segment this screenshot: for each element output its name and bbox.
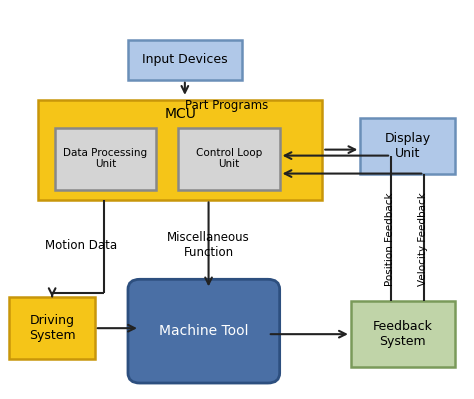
Text: Velocity Feedback: Velocity Feedback (418, 192, 428, 286)
Text: Feedback
System: Feedback System (373, 320, 433, 348)
FancyBboxPatch shape (178, 128, 280, 190)
Text: Control Loop
Unit: Control Loop Unit (196, 148, 262, 170)
Text: MCU: MCU (164, 107, 196, 121)
FancyBboxPatch shape (128, 279, 280, 383)
Text: Display
Unit: Display Unit (384, 132, 431, 160)
FancyBboxPatch shape (55, 128, 156, 190)
Text: Data Processing
Unit: Data Processing Unit (64, 148, 147, 170)
FancyBboxPatch shape (128, 40, 242, 80)
Text: Input Devices: Input Devices (142, 53, 228, 66)
Text: Part Programs: Part Programs (185, 99, 268, 112)
FancyBboxPatch shape (360, 118, 455, 174)
FancyBboxPatch shape (9, 297, 95, 359)
Text: Position Feedback: Position Feedback (384, 193, 395, 286)
FancyBboxPatch shape (351, 301, 455, 367)
FancyBboxPatch shape (38, 100, 322, 200)
Text: Machine Tool: Machine Tool (159, 324, 248, 338)
Text: Driving
System: Driving System (29, 314, 75, 342)
Text: Miscellaneous
Function: Miscellaneous Function (167, 231, 250, 259)
Text: Motion Data: Motion Data (45, 239, 117, 252)
